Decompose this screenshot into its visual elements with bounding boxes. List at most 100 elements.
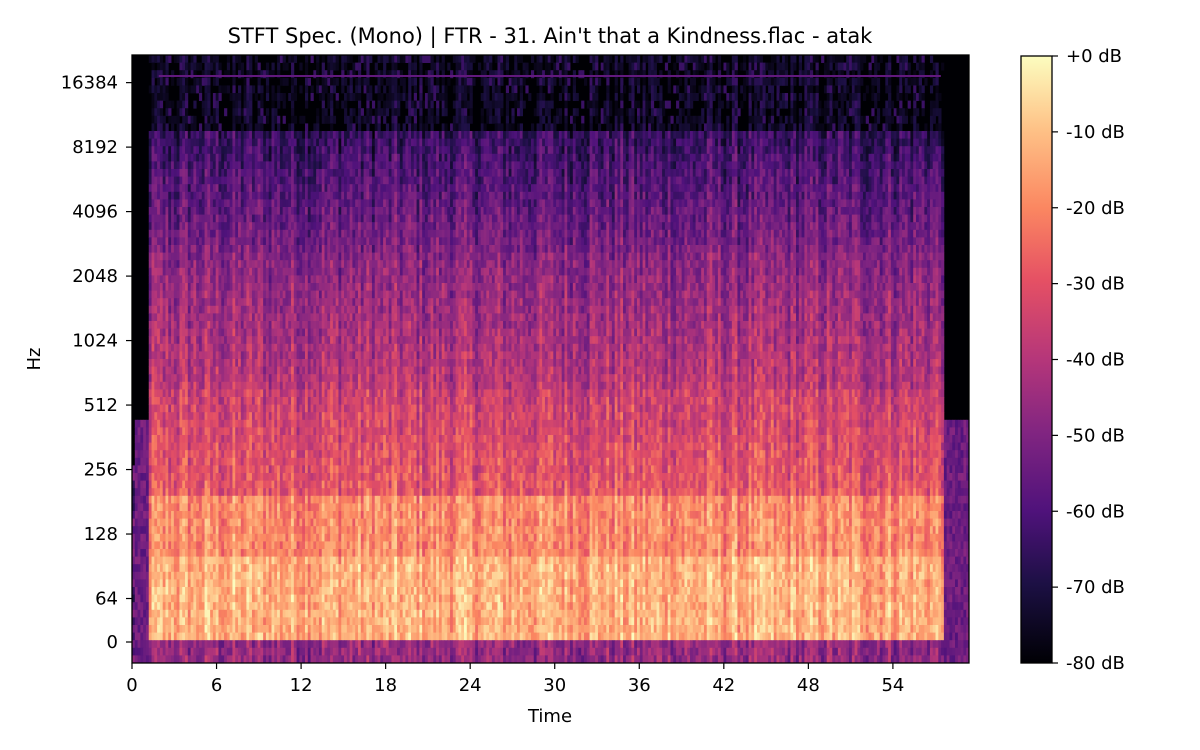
spectrogram-cell	[176, 214, 180, 223]
spectrogram-cell	[357, 85, 362, 94]
spectrogram-cell	[896, 55, 900, 63]
spectrogram-cell	[411, 77, 415, 86]
spectrogram-cell	[483, 93, 487, 101]
spectrogram-cell	[517, 214, 521, 223]
spectrogram-cell	[505, 191, 510, 200]
spectrogram-cell	[589, 93, 593, 101]
spectrogram-cell	[765, 169, 769, 177]
spectrogram-cell	[720, 123, 724, 132]
spectrogram-cell	[508, 199, 512, 208]
spectrogram-cell	[720, 161, 724, 170]
spectrogram-cell	[182, 191, 186, 200]
spectrogram-cell	[274, 191, 278, 200]
spectrogram-cell	[575, 214, 579, 223]
spectrogram-cell	[500, 62, 504, 71]
spectrogram-cell	[609, 138, 613, 147]
spectrogram-cell	[224, 191, 228, 200]
spectrogram-cell	[246, 184, 250, 193]
spectrogram-cell	[910, 115, 914, 124]
spectrogram-cell	[397, 169, 401, 177]
spectrogram-cell	[352, 123, 356, 132]
spectrogram-cell	[525, 131, 529, 139]
spectrogram-cell	[648, 100, 652, 109]
spectrogram-cell	[190, 70, 194, 79]
spectrogram-cell	[547, 214, 551, 223]
spectrogram-cell	[288, 138, 292, 147]
spectrogram-cell	[173, 131, 178, 139]
spectrogram-cell	[413, 85, 417, 94]
spectrogram-cell	[355, 184, 359, 193]
spectrogram-cell	[187, 85, 191, 94]
spectrogram-cell	[494, 138, 498, 147]
spectrogram-cell	[818, 123, 822, 132]
spectrogram-cell	[835, 131, 839, 139]
spectrogram-cell	[416, 199, 420, 208]
spectrogram-cell	[363, 131, 367, 139]
spectrogram-cell	[550, 169, 554, 177]
spectrogram-cell	[335, 153, 339, 162]
spectrogram-cell	[734, 146, 738, 155]
spectrogram-cell	[756, 93, 761, 101]
spectrogram-cell	[542, 108, 546, 117]
spectrogram-cell	[715, 176, 719, 185]
spectrogram-cell	[913, 169, 917, 177]
spectrogram-cell	[835, 153, 839, 162]
spectrogram-cell	[790, 184, 794, 193]
spectrogram-cell	[840, 131, 844, 139]
spectrogram-cell	[835, 207, 839, 215]
spectrogram-cell	[422, 207, 426, 215]
spectrogram-cell	[904, 77, 909, 86]
spectrogram-cell	[687, 146, 691, 155]
spectrogram-cell	[511, 184, 515, 193]
spectrogram-cell	[224, 214, 228, 223]
spectrogram-cell	[430, 123, 434, 132]
spectrogram-cell	[190, 176, 194, 185]
spectrogram-cell	[768, 161, 772, 170]
spectrogram-cell	[575, 93, 579, 101]
spectrogram-cell	[363, 169, 367, 177]
spectrogram-cell	[159, 93, 164, 101]
spectrogram-cell	[762, 70, 766, 79]
spectrogram-cell	[441, 108, 445, 117]
spectrogram-cell	[851, 207, 856, 215]
spectrogram-cell	[815, 146, 819, 155]
spectrogram-cell	[907, 138, 911, 147]
spectrogram-cell	[790, 123, 794, 132]
spectrogram-cell	[377, 100, 381, 109]
spectrogram-cell	[494, 207, 498, 215]
spectrogram-cell	[698, 123, 702, 132]
spectrogram-cell	[363, 153, 367, 162]
spectrogram-cell	[737, 161, 741, 170]
spectrogram-cell	[583, 131, 588, 139]
spectrogram-cell	[832, 169, 836, 177]
spectrogram-cell	[397, 214, 401, 223]
spectrogram-cell	[176, 146, 180, 155]
spectrogram-cell	[399, 184, 404, 193]
spectrogram-cell	[374, 153, 378, 162]
spectrogram-cell	[257, 70, 261, 79]
spectrogram-cell	[517, 77, 521, 86]
spectrogram-cell	[751, 55, 755, 63]
spectrogram-cell	[494, 70, 498, 79]
spectrogram-cell	[391, 77, 395, 86]
spectrogram-cell	[433, 62, 437, 71]
spectrogram-cell	[695, 70, 699, 79]
spectrogram-cell	[480, 146, 484, 155]
spectrogram-cell	[558, 70, 563, 79]
spectrogram-cell	[550, 153, 554, 162]
spectrogram-cell	[215, 146, 219, 155]
spectrogram-cell	[865, 138, 869, 147]
spectrogram-cell	[480, 214, 484, 223]
spectrogram-cell	[369, 153, 373, 162]
spectrogram-cell	[915, 123, 920, 132]
spectrogram-cell	[932, 191, 936, 200]
spectrogram-cell	[874, 123, 878, 132]
spectrogram-cell	[207, 85, 211, 94]
spectrogram-cell	[464, 138, 468, 147]
spectrogram-cell	[212, 207, 217, 215]
spectrogram-cell	[263, 70, 267, 79]
spectrogram-cell	[712, 55, 716, 63]
spectrogram-cell	[620, 146, 624, 155]
spectrogram-cell	[260, 131, 264, 139]
spectrogram-cell	[419, 93, 423, 101]
